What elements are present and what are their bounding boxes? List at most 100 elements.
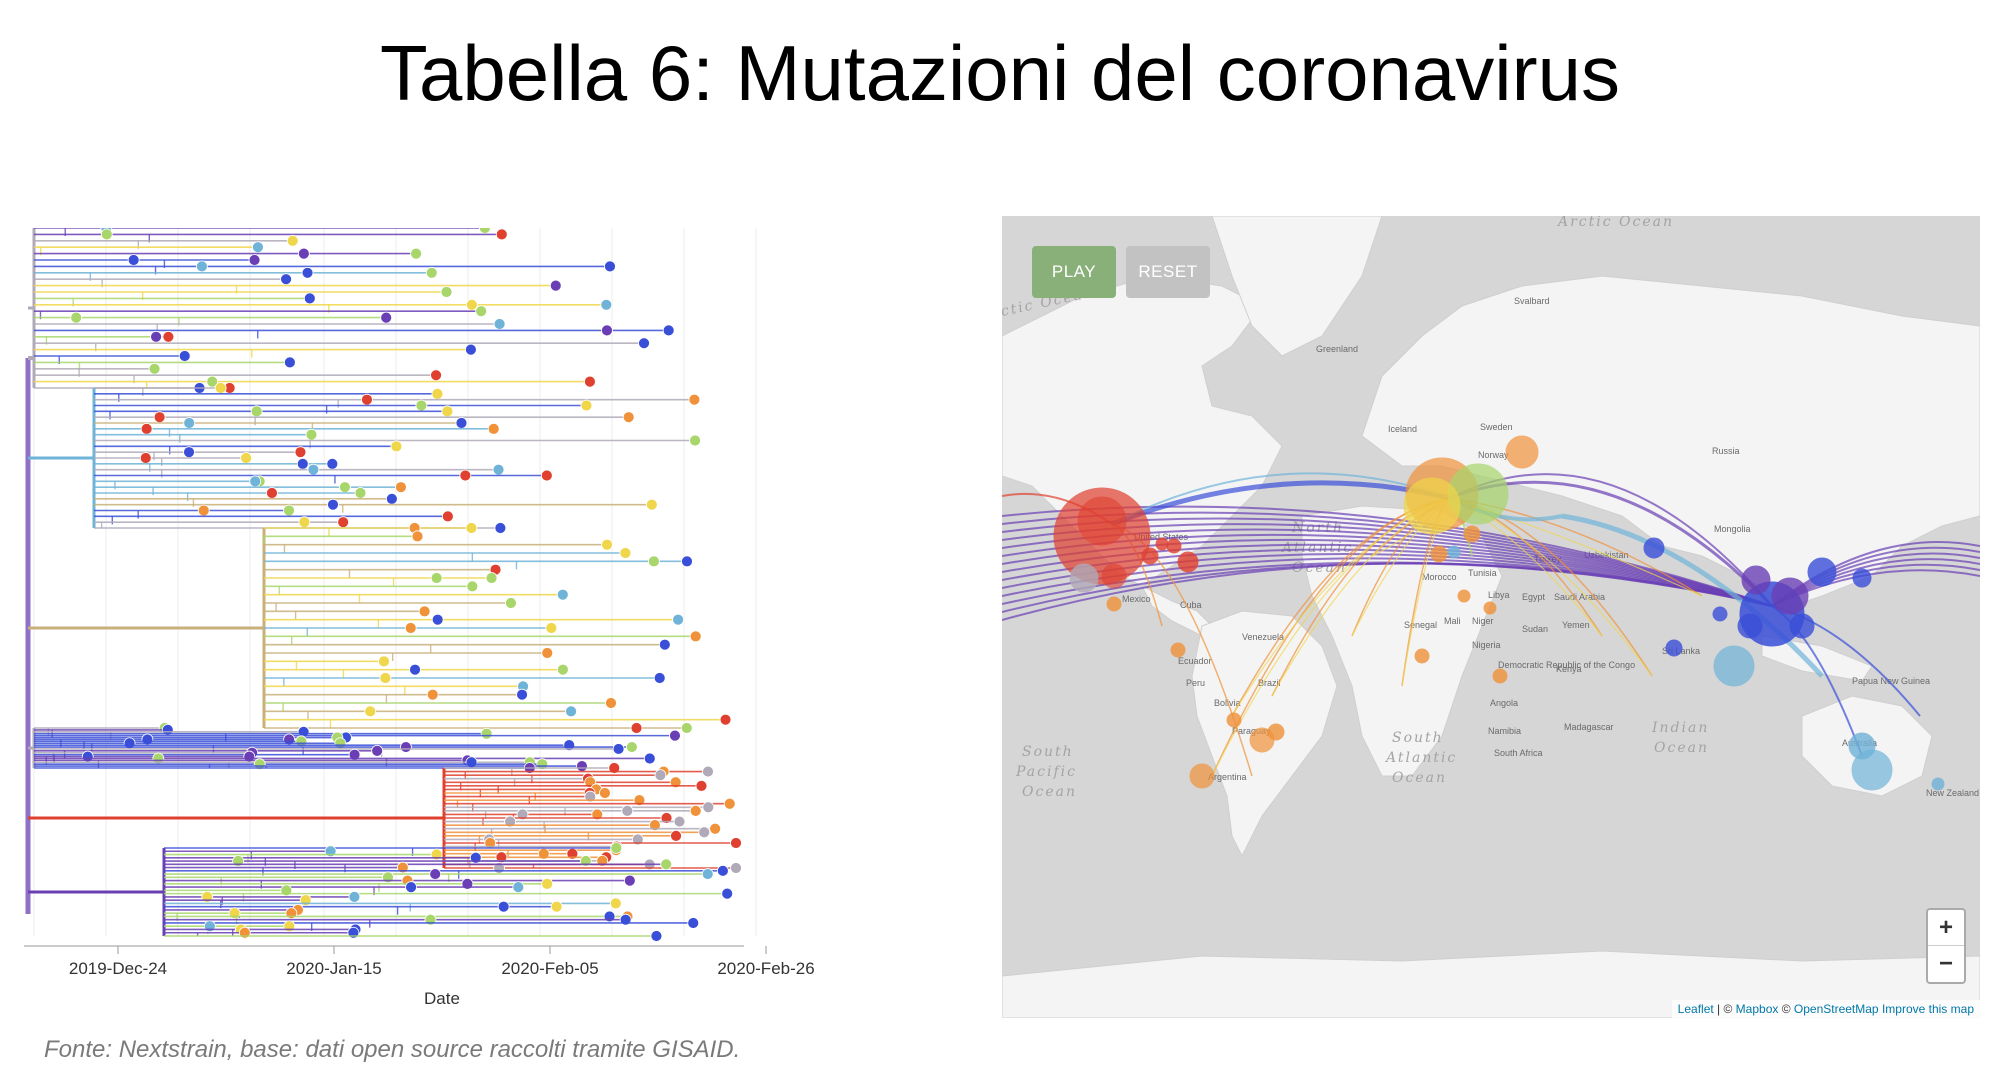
greenland-landmass (1211, 216, 1383, 357)
tree-tip (415, 399, 428, 412)
location-bubble (1226, 712, 1242, 728)
tree-tip (364, 705, 377, 718)
tree-tip (465, 298, 478, 311)
tree-tip (327, 498, 339, 511)
location-bubble (1166, 538, 1182, 554)
tree-tip (70, 311, 83, 324)
country-label-tunisia: Tunisia (1468, 568, 1497, 578)
ocean-label-south-atlantic-2: Atlantic (1384, 750, 1457, 766)
tree-tip (464, 343, 477, 356)
tree-tip (197, 504, 210, 517)
mapbox-link[interactable]: Mapbox (1735, 1002, 1779, 1016)
tree-tip (411, 530, 424, 543)
tree-tip (430, 572, 443, 584)
tree-tip (681, 555, 693, 568)
page-title: Tabella 6: Mutazioni del coronavirus (379, 29, 1620, 117)
transmission-map[interactable]: Arctic Ocean ctic Ocean North Atlantic O… (1002, 216, 1980, 1018)
tree-tip (303, 292, 316, 305)
tree-tip (584, 375, 596, 388)
location-bubble (1643, 537, 1665, 559)
tree-tip (140, 422, 153, 435)
tree-tip (612, 743, 625, 755)
country-label-namibia: Namibia (1488, 726, 1521, 736)
country-label-venezuela: Venezuela (1242, 632, 1284, 642)
country-label-libya: Libya (1488, 590, 1510, 600)
location-bubble (1852, 568, 1872, 588)
tree-tip (658, 638, 671, 651)
tree-tip (541, 647, 554, 659)
country-label-cuba: Cuba (1180, 600, 1202, 610)
country-label-mexico: Mexico (1122, 594, 1151, 604)
tree-tip (702, 765, 714, 778)
improve-map-link[interactable]: Improve this map (1881, 1002, 1974, 1016)
phylogenetic-tree[interactable]: 2019-Dec-24 2020-Jan-15 2020-Feb-05 2020-Fe… (24, 228, 984, 1028)
tree-tip (326, 457, 339, 470)
tree-tip (631, 833, 644, 846)
tree-tip (497, 900, 510, 913)
country-label-sweden: Sweden (1480, 422, 1513, 432)
tree-tip (404, 622, 417, 634)
tree-tip (485, 572, 498, 584)
ocean-label-south-atlantic-1: South (1392, 730, 1444, 746)
country-label-russia: Russia (1712, 446, 1740, 456)
tree-tip (649, 819, 661, 832)
zoom-out-button[interactable]: − (1938, 949, 1953, 977)
country-label-egypt: Egypt (1522, 592, 1546, 602)
tree-tip (354, 487, 367, 499)
tree-tip (689, 804, 702, 817)
tree-tip (297, 247, 310, 260)
tree-tip (672, 613, 684, 626)
tree-tip (148, 362, 161, 375)
zoom-in-button[interactable]: + (1928, 910, 1964, 946)
location-bubble (1177, 551, 1199, 573)
reset-button[interactable]: RESET (1126, 246, 1210, 298)
tree-tip (429, 868, 442, 880)
location-bubble (1713, 645, 1755, 687)
location-bubble (1492, 668, 1508, 684)
tree-tip (680, 722, 693, 734)
country-label-new-zealand: New Zealand (1926, 788, 1979, 798)
location-bubble (1189, 763, 1215, 789)
tree-tip (540, 469, 553, 482)
map-canvas[interactable]: Arctic Ocean ctic Ocean North Atlantic O… (1002, 216, 1980, 1018)
location-bubble (1069, 563, 1099, 593)
tree-tip (608, 762, 621, 774)
tree-tip (505, 597, 517, 609)
tree-tip (591, 808, 604, 821)
tree-tip (702, 801, 715, 814)
tree-tip (550, 900, 563, 913)
ocean-label-indian-2: Ocean (1654, 740, 1709, 756)
location-bubble (1155, 537, 1169, 551)
tree-tip (730, 837, 742, 849)
location-bubble (1665, 639, 1683, 657)
openstreetmap-link[interactable]: OpenStreetMap (1793, 1002, 1879, 1016)
tree-tip (565, 705, 577, 718)
country-label-saudi-arabia: Saudi Arabia (1554, 592, 1605, 602)
country-label-madagascar: Madagascar (1564, 722, 1614, 732)
tree-tip (719, 713, 732, 726)
tree-x-tick-label: 2020-Feb-26 (717, 959, 814, 978)
play-button[interactable]: PLAY (1032, 246, 1116, 298)
location-bubble (1771, 577, 1809, 615)
leaflet-link[interactable]: Leaflet (1677, 1002, 1714, 1016)
tree-tip (610, 842, 623, 854)
location-bubble (1414, 648, 1430, 664)
tree-tip (339, 481, 351, 494)
tree-tip (248, 254, 261, 266)
country-label-yemen: Yemen (1562, 620, 1590, 630)
tree-tip (669, 776, 682, 789)
location-bubble (1447, 545, 1461, 559)
tree-tip (662, 324, 675, 337)
tree-x-axis-label: Date (424, 989, 460, 1008)
tree-tip (630, 722, 643, 734)
ocean-label-south-pacific-1: South (1022, 744, 1074, 760)
tree-tip (660, 858, 673, 871)
tree-tip (669, 729, 681, 742)
tree-tip (409, 663, 421, 676)
transmission-arc (1111, 480, 1451, 527)
tree-tip (400, 741, 412, 753)
tree-tip (283, 356, 296, 369)
tree-tip (253, 758, 266, 771)
tree-tip (296, 457, 309, 470)
tree-tip (294, 446, 307, 459)
